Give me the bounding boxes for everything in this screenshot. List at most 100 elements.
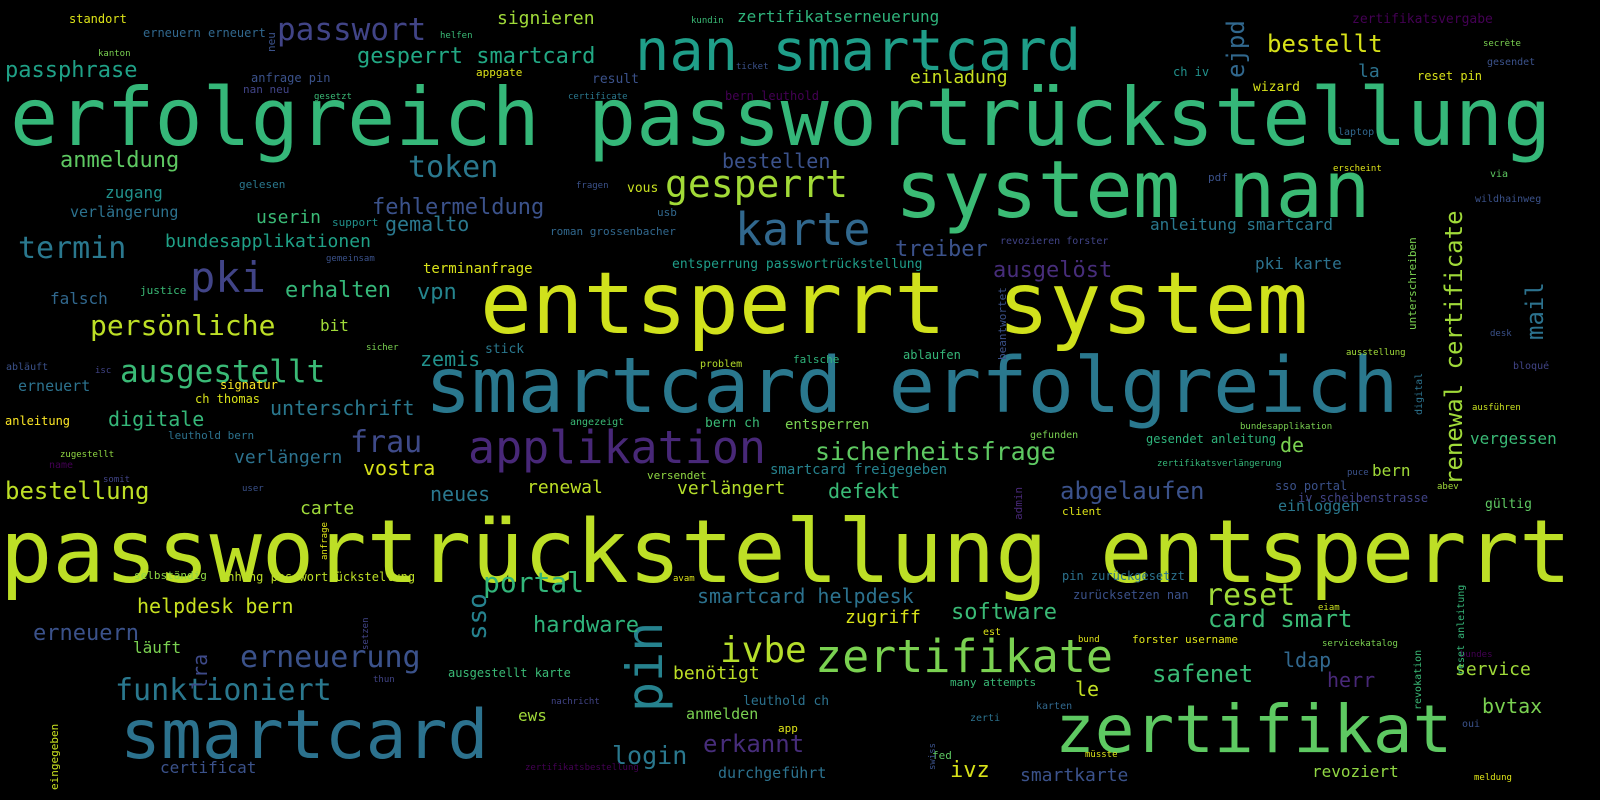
word: gültig: [1485, 497, 1532, 512]
word: zertifikatsvergabe: [1352, 12, 1493, 27]
word: falsche: [793, 353, 839, 366]
word: ausstellung: [1346, 348, 1406, 358]
word: via: [1490, 169, 1508, 180]
word: bestellen: [722, 149, 830, 173]
word: bestellung: [5, 477, 150, 505]
word: erscheint: [1333, 164, 1382, 174]
word: verlängern: [234, 447, 342, 468]
word: anfrage: [320, 522, 330, 560]
word: wildhainweg: [1475, 194, 1541, 205]
word: müsste: [1085, 750, 1118, 760]
word: reset pin: [1417, 69, 1482, 83]
word: zugang: [105, 183, 163, 202]
word: hardware: [533, 613, 639, 638]
word: est: [983, 627, 1001, 638]
word: zemis: [420, 347, 480, 371]
word: iv scheibenstrasse: [1298, 491, 1428, 505]
word: entsperrt system: [480, 254, 1308, 354]
word: läuft: [133, 638, 181, 657]
word: gesendet: [1487, 57, 1535, 68]
word: renewal certificate: [1440, 210, 1468, 485]
word: smartcard helpdesk: [697, 584, 914, 608]
word: gelesen: [239, 178, 285, 191]
word: bundesapplikationen: [165, 231, 371, 252]
word: gesperrt: [665, 162, 848, 206]
word: vpn: [417, 280, 457, 305]
word: avam: [673, 574, 695, 584]
word: appgate: [476, 66, 522, 79]
word: desk: [1490, 329, 1512, 339]
word: revokation: [1413, 650, 1424, 710]
word: anleitung: [5, 414, 70, 428]
word: beantwortet: [996, 287, 1009, 360]
word: neues: [430, 482, 490, 506]
word: token: [408, 150, 498, 185]
word: angezeigt: [570, 417, 624, 428]
word: nan smartcard: [635, 18, 1081, 84]
word: bundes: [1460, 650, 1493, 660]
word: eiam: [1318, 603, 1340, 613]
word: ticket: [736, 62, 769, 72]
word: erneuert: [18, 377, 90, 395]
word: entsperrung passwortrückstellung: [672, 257, 922, 272]
word: passwort: [277, 12, 426, 48]
word: certificat: [160, 758, 256, 777]
word: pdf: [1208, 171, 1228, 184]
word: ews: [518, 706, 547, 725]
word: kundin: [691, 16, 724, 26]
word: gemeinsam: [326, 254, 375, 264]
word: fed: [932, 749, 952, 762]
word: karte: [735, 203, 870, 256]
word: vous: [627, 181, 658, 196]
word: reset: [1205, 578, 1295, 613]
word: sicherheitsfrage: [815, 437, 1056, 466]
word: gemalto: [385, 212, 469, 236]
word: ausführen: [1472, 403, 1521, 413]
word: ivz: [950, 758, 990, 783]
word: isc: [95, 366, 111, 376]
word: erneuern erneuert: [143, 26, 266, 40]
word: servicekatalog: [1322, 639, 1398, 649]
word: pki karte: [1255, 254, 1342, 273]
word: gesetzt: [314, 92, 352, 102]
word: anhang passwortrückstellung: [220, 570, 415, 584]
word: eingegeben: [48, 724, 61, 790]
word: somit: [103, 475, 130, 485]
word: portal: [483, 566, 584, 599]
word: roman grossenbacher: [550, 225, 676, 238]
word: bestellt: [1267, 30, 1383, 58]
word: pin: [616, 622, 674, 712]
word: ausgelöst: [993, 258, 1112, 283]
word: frau: [350, 425, 422, 460]
word: anmelden: [686, 705, 758, 723]
word: abläuft: [6, 362, 48, 373]
word: ldap: [1283, 648, 1331, 672]
word: erkannt: [703, 730, 804, 758]
word: reset anleitung: [1456, 585, 1467, 675]
word: fragen: [576, 181, 609, 191]
word: gefunden: [1030, 430, 1078, 441]
word: leuthold bern: [168, 429, 254, 442]
word: ch iv: [1173, 65, 1209, 79]
word: stick: [485, 342, 524, 357]
word: persönliche: [90, 309, 275, 342]
word: zertifikatsverlängerung: [1157, 459, 1282, 469]
word: revozieren forster: [1000, 236, 1108, 247]
word: leuthold ch: [743, 694, 829, 709]
word: smartkarte: [1020, 765, 1128, 786]
word: erneuern: [33, 621, 139, 646]
word: smartcard: [120, 696, 488, 775]
word: vergessen: [1470, 429, 1557, 448]
word: lra: [188, 654, 212, 690]
word: abgelaufen: [1060, 477, 1205, 505]
word: result: [592, 72, 639, 87]
word: secrète: [1483, 38, 1521, 49]
word: user: [242, 484, 264, 494]
word: admin: [1012, 487, 1025, 520]
word: service: [1455, 659, 1531, 680]
word: anfrage pin: [251, 71, 330, 85]
word: thun: [373, 675, 395, 685]
